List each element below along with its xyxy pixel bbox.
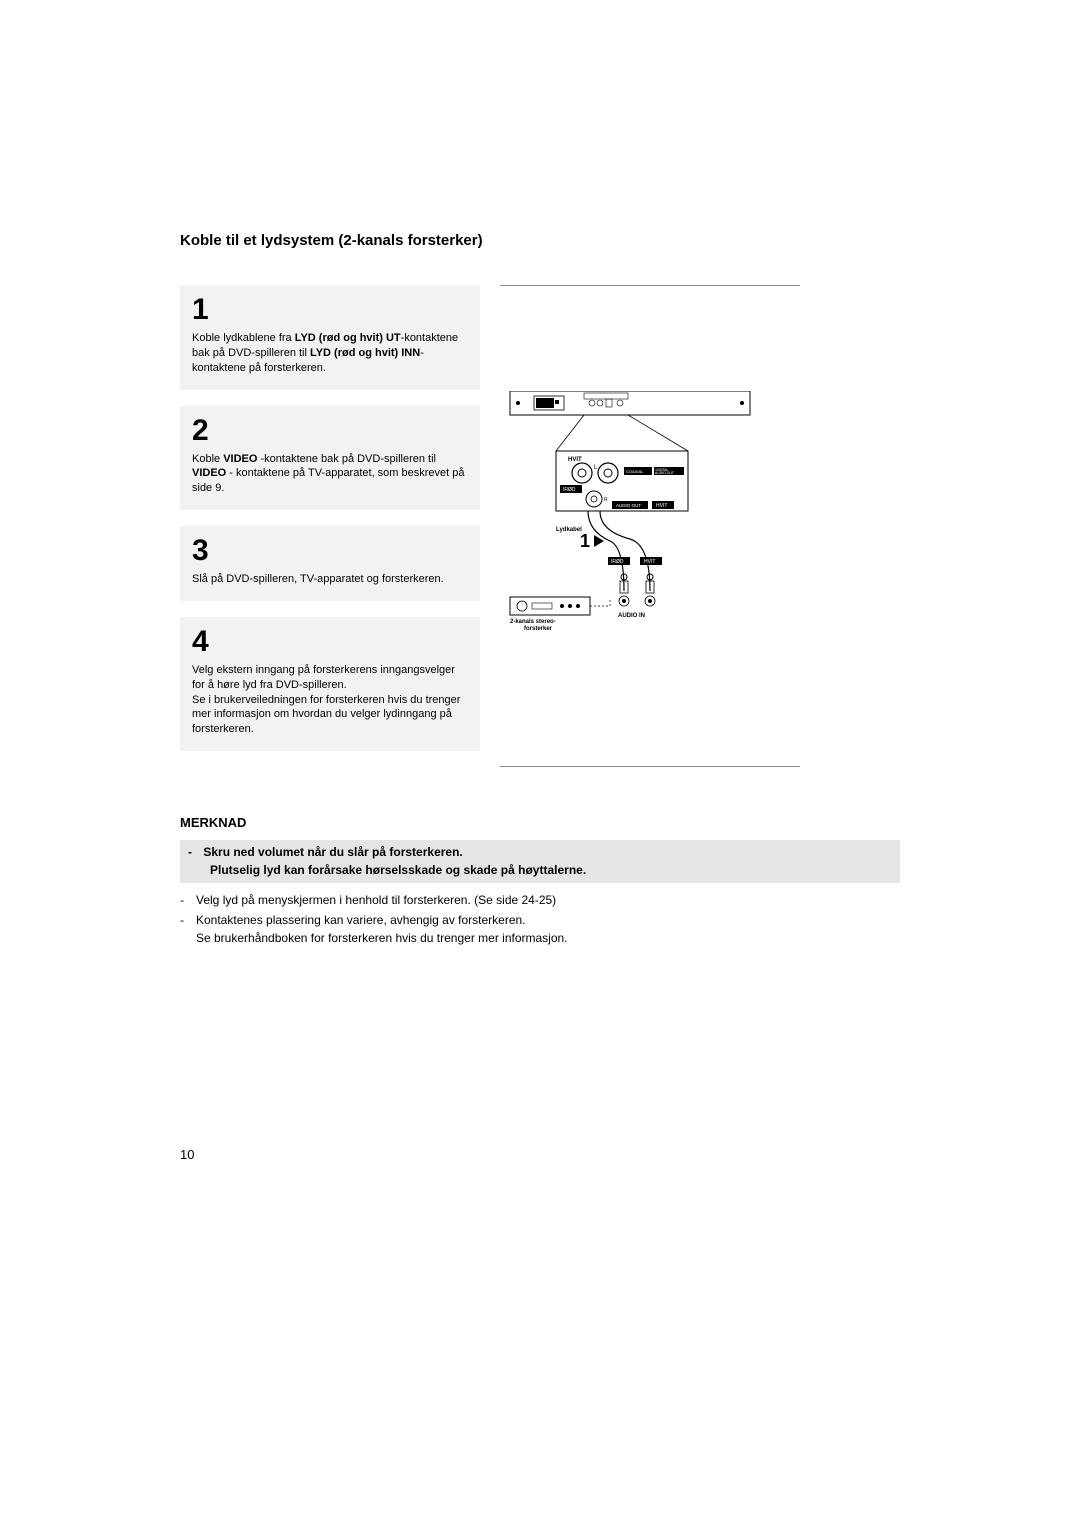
step-number: 1 <box>192 295 468 325</box>
svg-text:HVIT: HVIT <box>656 503 667 509</box>
diagram-step-1-badge: 1 <box>580 531 590 551</box>
step-number: 3 <box>192 536 468 566</box>
step-text: Koble lydkablene fra LYD (rød og hvit) U… <box>192 331 468 376</box>
content-row: 1 Koble lydkablene fra LYD (rød og hvit)… <box>180 285 900 767</box>
page-number: 10 <box>180 1147 900 1162</box>
page-title: Koble til et lydsystem (2-kanals forster… <box>180 232 900 249</box>
merknad-section: MERKNAD - Skru ned volumet når du slår p… <box>180 815 900 947</box>
label-lydkabel: Lydkabel <box>556 527 582 533</box>
list-item: -Kontaktenes plassering kan variere, avh… <box>180 911 900 947</box>
svg-text:R: R <box>604 497 608 503</box>
label-audio-in: AUDIO IN <box>618 613 645 619</box>
step-text: Slå på DVD-spilleren, TV-apparatet og fo… <box>192 572 468 587</box>
merknad-line1: Skru ned volumet når du slår på forsterk… <box>203 845 462 859</box>
list-text: Kontaktenes plassering kan variere, avhe… <box>196 911 568 947</box>
steps-column: 1 Koble lydkablene fra LYD (rød og hvit)… <box>180 285 480 767</box>
label-audio-out: AUDIO OUT <box>616 503 641 508</box>
connection-diagram: HVIT L COAXIAL DIGITAL AUDIO OUT IRØD <box>500 391 760 641</box>
step-number: 2 <box>192 416 468 446</box>
label-hvit: HVIT <box>568 457 582 463</box>
label-irod: IRØD <box>563 487 576 493</box>
svg-text:HVIT: HVIT <box>644 559 655 565</box>
svg-text:AUDIO OUT: AUDIO OUT <box>655 471 674 475</box>
merknad-highlight: - Skru ned volumet når du slår på forste… <box>180 840 900 883</box>
svg-text:IRØD: IRØD <box>611 559 624 565</box>
svg-text:forsterker: forsterker <box>524 626 553 632</box>
list-item: -Velg lyd på menyskjermen i henhold til … <box>180 891 900 909</box>
step-text: Koble VIDEO -kontaktene bak på DVD-spill… <box>192 452 468 497</box>
step-1: 1 Koble lydkablene fra LYD (rød og hvit)… <box>180 285 480 390</box>
diagram-column: HVIT L COAXIAL DIGITAL AUDIO OUT IRØD <box>500 285 800 767</box>
step-2: 2 Koble VIDEO -kontaktene bak på DVD-spi… <box>180 406 480 511</box>
merknad-list: -Velg lyd på menyskjermen i henhold til … <box>180 891 900 947</box>
step-text: Velg ekstern inngang på forsterkerens in… <box>192 663 468 737</box>
step-number: 4 <box>192 627 468 657</box>
merknad-line2: Plutselig lyd kan forårsake hørselsskade… <box>210 863 586 877</box>
step-3: 3 Slå på DVD-spilleren, TV-apparatet og … <box>180 526 480 601</box>
label-amplifier: 2-kanals stereo- <box>510 619 556 625</box>
list-text: Velg lyd på menyskjermen i henhold til f… <box>196 891 556 909</box>
merknad-title: MERKNAD <box>180 815 900 830</box>
label-coaxial: COAXIAL <box>626 469 644 474</box>
step-4: 4 Velg ekstern inngang på forsterkerens … <box>180 617 480 751</box>
